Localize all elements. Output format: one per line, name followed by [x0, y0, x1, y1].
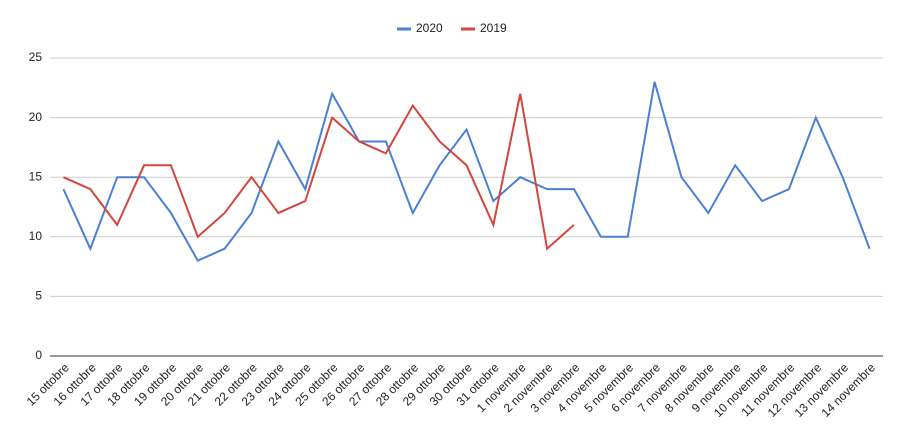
- series-line: [62, 81, 871, 262]
- y-tick-label: 25: [29, 50, 43, 64]
- y-tick-label: 5: [35, 289, 42, 303]
- legend-label: 2019: [480, 21, 507, 35]
- series-line: [63, 93, 575, 251]
- y-tick-label: 20: [29, 110, 43, 124]
- y-tick-label: 15: [29, 169, 43, 183]
- y-tick-label: 10: [29, 229, 43, 243]
- legend-label: 2020: [416, 21, 443, 35]
- y-tick-label: 0: [35, 348, 42, 362]
